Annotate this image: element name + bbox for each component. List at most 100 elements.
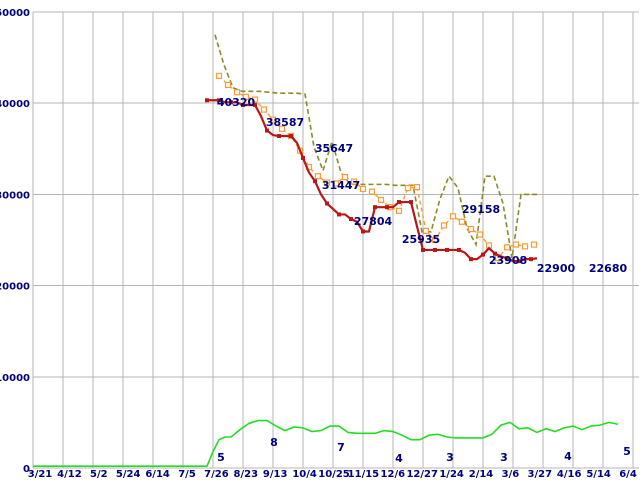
series-marker-price — [397, 200, 401, 205]
series-marker-upper-band — [377, 196, 385, 203]
x-axis-tick-label: 3/27 — [528, 469, 553, 480]
series-marker-upper-band — [503, 244, 511, 251]
volume-data-label: 8 — [270, 436, 278, 449]
price-data-label: 31447 — [322, 179, 360, 192]
series-marker-upper-band — [215, 72, 223, 79]
series-marker-price — [469, 257, 473, 262]
series-marker-upper-band — [332, 180, 340, 187]
y-axis-tick-label: 50000 — [0, 8, 30, 19]
series-marker-price — [217, 98, 221, 103]
series-marker-price — [229, 100, 233, 105]
price-data-label: 22900 — [537, 262, 576, 275]
series-marker-price — [481, 252, 485, 257]
x-axis-tick-label: 8/23 — [234, 469, 259, 480]
series-marker-price — [301, 155, 305, 160]
series-marker-upper-band — [368, 188, 376, 195]
volume-data-label: 4 — [395, 452, 403, 465]
x-axis-tick-label: 11/15 — [348, 469, 380, 480]
volume-data-label: 7 — [337, 441, 345, 454]
y-axis-tick-label: 20000 — [0, 282, 30, 293]
x-axis-tick-labels: 3/21 4/12 5/2 5/24 6/14 7/5 7/26 8/23 9/13 10/4 10… — [28, 469, 637, 480]
y-axis-tick-labels: 0 10000 20000 30000 40000 50000 — [0, 8, 30, 475]
series-marker-upper-band — [269, 116, 277, 123]
series-marker-price — [409, 200, 413, 205]
series-marker-upper-band — [458, 218, 466, 225]
volume-data-label: 5 — [623, 445, 631, 458]
x-axis-tick-label: 7/5 — [178, 469, 196, 480]
y-axis-tick-label: 10000 — [0, 373, 30, 384]
series-marker-upper-band — [341, 173, 349, 181]
volume-data-labels: 5 8 7 4 3 3 4 5 — [217, 436, 631, 465]
x-axis-tick-label: 5/14 — [586, 469, 611, 480]
series-marker-upper-band — [395, 207, 403, 214]
series-outer-band — [214, 34, 539, 259]
series-marker-upper-band — [314, 173, 322, 180]
series-marker-upper-band — [449, 213, 457, 220]
x-axis-tick-label: 6/4 — [619, 469, 637, 480]
x-axis-tick-label: 3/21 — [28, 469, 53, 480]
series-marker-price — [373, 205, 377, 210]
series-marker-price — [313, 179, 317, 184]
series-marker-price — [517, 259, 521, 264]
series-marker-price — [445, 247, 449, 252]
series-line-outer-band — [214, 34, 539, 259]
y-axis-tick-label: 30000 — [0, 190, 30, 201]
series-line-price — [207, 99, 538, 263]
series-marker-upper-band — [260, 106, 268, 113]
series-marker-upper-band — [530, 241, 538, 248]
series-marker-upper-band — [476, 231, 484, 238]
x-axis-tick-label: 6/14 — [145, 469, 170, 480]
series-marker-upper-band — [323, 179, 331, 186]
series-marker-price — [493, 251, 497, 256]
series-marker-price — [277, 134, 281, 139]
series-marker-upper-band — [431, 236, 439, 244]
grid-layer — [32, 11, 639, 469]
series-marker-price — [349, 217, 353, 222]
volume-data-label: 4 — [564, 450, 572, 463]
volume-data-label: 5 — [217, 451, 225, 464]
series-marker-price — [421, 247, 425, 252]
series-marker-upper-band — [512, 241, 520, 248]
series-marker-upper-band — [251, 96, 259, 103]
x-axis-tick-label: 9/13 — [263, 469, 288, 480]
price-data-labels: 40320 38587 35647 31447 27804 25935 29158 23908… — [217, 96, 628, 275]
x-axis-tick-label: 1/24 — [439, 469, 464, 480]
y-axis-tick-label: 0 — [23, 464, 30, 475]
series-marker-price — [457, 247, 461, 252]
volume-data-label: 3 — [500, 451, 508, 464]
series-marker-upper-band — [359, 185, 367, 193]
price-data-label: 35647 — [315, 142, 353, 155]
series-marker-upper-band — [440, 222, 448, 229]
series-marker-upper-band — [233, 89, 241, 96]
series-marker-upper-band — [467, 225, 475, 233]
series-marker-price — [325, 201, 329, 206]
series-marker-price — [385, 205, 389, 210]
price-data-label: 25935 — [402, 233, 440, 246]
series-marker-upper-band — [521, 243, 529, 250]
series-marker-price — [265, 128, 269, 133]
series-marker-price — [433, 247, 437, 252]
series-marker-price — [337, 212, 341, 217]
series-line-volume — [33, 419, 619, 467]
volume-data-label: 3 — [446, 451, 454, 464]
series-marker-price — [289, 134, 293, 139]
series-marker-upper-band — [422, 227, 430, 234]
series-marker-price — [241, 103, 245, 108]
x-axis-tick-label: 12/27 — [406, 469, 438, 480]
series-marker-upper-band — [404, 184, 412, 192]
y-axis-tick-label: 40000 — [0, 99, 30, 110]
price-data-label: 22680 — [589, 262, 628, 275]
x-axis-tick-label: 3/6 — [502, 469, 520, 480]
series-upper-band — [215, 72, 538, 262]
series-marker-price — [361, 229, 365, 234]
series-marker-price — [529, 257, 533, 262]
series-marker-upper-band — [242, 93, 250, 100]
x-axis-tick-label: 5/2 — [90, 469, 108, 480]
price-data-label: 29158 — [462, 203, 500, 216]
price-data-label: 40320 — [217, 96, 256, 109]
series-marker-price — [505, 256, 509, 261]
x-axis-tick-label: 10/25 — [318, 469, 350, 480]
x-axis-tick-label: 10/4 — [292, 469, 317, 480]
